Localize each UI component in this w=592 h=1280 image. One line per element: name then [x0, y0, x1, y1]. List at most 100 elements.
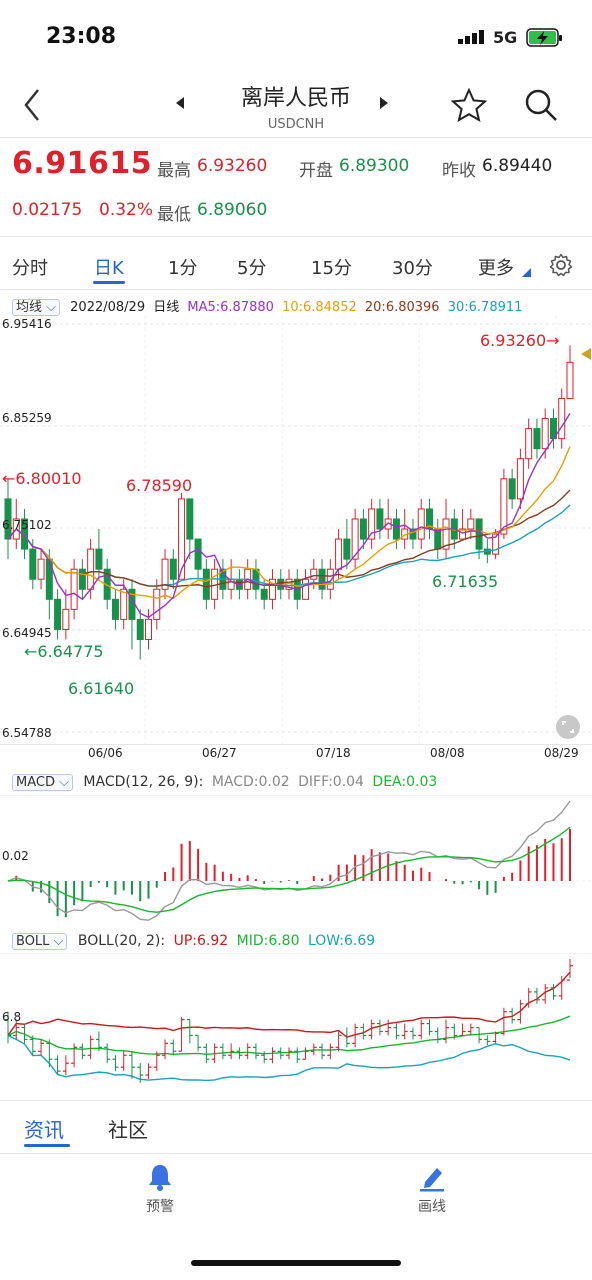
candle-body — [541, 418, 549, 450]
candle-body — [434, 528, 442, 550]
candle-body — [442, 518, 450, 550]
tab-more[interactable]: 更多 — [478, 258, 514, 279]
low-annotation: ←6.64775 — [24, 642, 104, 661]
signal-icon — [458, 30, 484, 44]
candle-body — [368, 508, 376, 540]
candle-body — [533, 428, 541, 450]
macd-axis-tick: 0.02 — [2, 849, 29, 863]
macd-chart[interactable] — [0, 795, 592, 929]
tab-intraday[interactable]: 分时 — [12, 258, 48, 279]
tab-daily-k[interactable]: 日K — [94, 258, 124, 279]
candle-body — [417, 508, 425, 540]
candle-body — [95, 548, 103, 570]
star-icon[interactable] — [451, 88, 487, 122]
divider — [0, 236, 592, 237]
candle-body — [392, 518, 400, 540]
tab-5min[interactable]: 5分 — [237, 258, 267, 279]
candle-body — [492, 533, 500, 555]
candle-body — [29, 548, 37, 580]
divider — [0, 1100, 592, 1101]
prev-symbol-icon[interactable] — [174, 96, 186, 110]
date-tick: 08/08 — [430, 746, 465, 760]
tab-community[interactable]: 社区 — [108, 1118, 148, 1142]
candle-body — [351, 518, 359, 560]
candle-body — [343, 538, 351, 560]
candle-body — [87, 548, 95, 590]
boll-bar: BOLL ⌵ BOLL(20, 2): UP:6.92 MID:6.80 LOW… — [12, 933, 376, 950]
candle-body — [566, 361, 574, 399]
prev-close-label: 昨收 — [442, 161, 476, 181]
tab-30min[interactable]: 30分 — [392, 258, 433, 279]
boll-selector[interactable]: BOLL ⌵ — [12, 933, 68, 950]
price-tick: 6.64945 — [2, 626, 52, 640]
candle-body — [475, 518, 483, 550]
candle-body — [467, 518, 475, 530]
candle-body — [70, 568, 78, 610]
more-dropdown-icon — [522, 268, 531, 277]
boll-up-value: UP:6.92 — [173, 933, 229, 949]
boll-low-value: LOW:6.69 — [307, 933, 376, 949]
low-value-annotation: 6.61640 — [68, 679, 135, 698]
candle-body — [194, 538, 202, 570]
dea-value: DEA:0.03 — [372, 774, 438, 790]
macd-selector[interactable]: MACD ⌵ — [12, 774, 73, 791]
candle-body — [161, 558, 169, 590]
ma-period: 日线 — [153, 300, 180, 315]
boll-axis-tick: 6.8 — [2, 1010, 22, 1024]
candle-body — [37, 558, 45, 580]
high-label: 最高 — [157, 161, 191, 181]
candle-body — [186, 498, 194, 540]
candle-body — [169, 558, 177, 580]
date-tick: 08/29 — [544, 746, 579, 760]
change-percent: 0.32% — [99, 200, 154, 220]
pen-draw-icon — [420, 1168, 444, 1192]
change-value: 0.02175 — [12, 200, 83, 220]
candle-body — [260, 588, 268, 600]
price-tick: 6.95416 — [2, 317, 52, 331]
status-bar: 23:08 5G — [0, 0, 592, 75]
settings-gear-icon[interactable] — [549, 253, 573, 277]
dip-annotation: 6.71635 — [432, 572, 499, 591]
high-value: 6.93260 — [197, 156, 268, 176]
divider — [0, 744, 592, 745]
home-indicator — [191, 1260, 401, 1266]
search-icon[interactable] — [524, 88, 558, 122]
macd-params: MACD(12, 26, 9): — [83, 774, 204, 790]
peak-annotation: 6.78590 — [126, 476, 193, 495]
ma30-value: 30:6.78911 — [447, 300, 523, 315]
alert-button[interactable]: 预警 — [120, 1162, 200, 1222]
current-price: 6.91615 — [12, 146, 153, 181]
date-tick: 06/27 — [202, 746, 237, 760]
candle-body — [78, 568, 86, 590]
fullscreen-icon[interactable] — [555, 714, 581, 740]
symbol-code: USDCNH — [267, 117, 325, 132]
price-tick: 6.54788 — [2, 726, 52, 740]
ma5-line — [7, 412, 571, 619]
ma20-value: 20:6.80396 — [364, 300, 440, 315]
divider — [0, 1153, 592, 1154]
candlestick-chart[interactable] — [0, 316, 592, 744]
candle-body — [318, 568, 326, 590]
tab-news[interactable]: 资讯 — [24, 1118, 64, 1142]
boll-selector-label: BOLL — [16, 934, 50, 949]
candle-body — [62, 608, 70, 630]
ma-selector[interactable]: 均线 ⌵ — [12, 299, 61, 316]
price-tick: 6.85259 — [2, 411, 52, 425]
candle-body — [508, 478, 516, 500]
boll-chart[interactable] — [0, 953, 592, 1087]
next-symbol-icon[interactable] — [378, 96, 390, 110]
current-price-marker-icon — [581, 348, 591, 360]
tab-15min[interactable]: 15分 — [311, 258, 352, 279]
network-type: 5G — [493, 28, 518, 47]
ma20-line — [7, 489, 571, 588]
candle-body — [500, 478, 508, 535]
low-value: 6.89060 — [197, 200, 268, 220]
ma-selector-label: 均线 — [16, 300, 43, 315]
prev-close-value: 6.89440 — [482, 156, 553, 176]
back-icon[interactable] — [22, 88, 42, 122]
page-title: 离岸人民币 — [240, 86, 351, 111]
candle-body — [153, 588, 161, 620]
draw-button[interactable]: 画线 — [392, 1162, 472, 1222]
candle-body — [359, 518, 367, 540]
tab-1min[interactable]: 1分 — [168, 258, 198, 279]
